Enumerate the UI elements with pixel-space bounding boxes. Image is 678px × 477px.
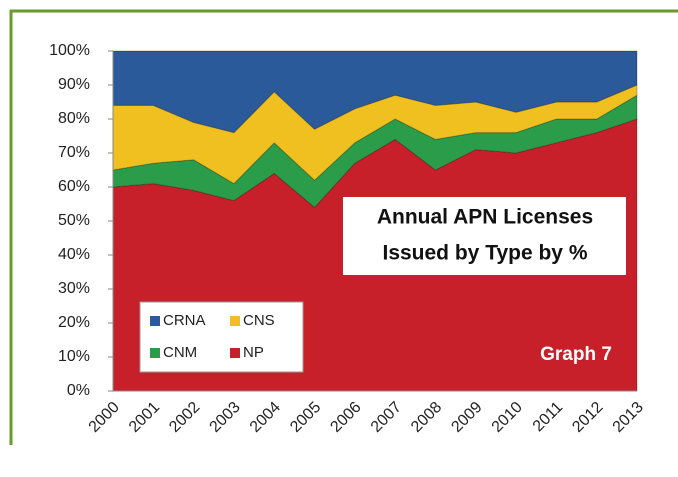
chart-title: Issued by Type by % <box>382 242 587 265</box>
title-box <box>343 197 626 275</box>
annotation: Graph 7 <box>540 344 612 365</box>
y-tick-label: 0% <box>67 382 90 399</box>
legend-swatch <box>230 348 240 358</box>
legend-label: CNM <box>163 344 197 361</box>
y-tick-label: 50% <box>58 212 90 229</box>
y-tick-label: 90% <box>58 76 90 93</box>
y-tick-label: 30% <box>58 280 90 297</box>
legend-swatch <box>150 316 160 326</box>
legend-box <box>139 301 304 373</box>
y-tick-label: 80% <box>58 110 90 127</box>
y-tick-label: 100% <box>49 42 90 59</box>
legend-label: CNS <box>243 312 275 329</box>
legend-label: CRNA <box>163 312 206 329</box>
y-tick-label: 70% <box>58 144 90 161</box>
overlay: Annual APN Licenses Issued by Type by % … <box>139 197 626 373</box>
legend-swatch <box>230 316 240 326</box>
y-tick-label: 40% <box>58 246 90 263</box>
area <box>112 94 638 209</box>
area <box>112 50 638 134</box>
legend-label: NP <box>243 344 264 361</box>
chart-title: Annual APN Licenses <box>377 206 593 229</box>
y-tick-label: 60% <box>58 178 90 195</box>
legend-swatch <box>150 348 160 358</box>
y-tick-label: 10% <box>58 348 90 365</box>
y-tick-label: 20% <box>58 314 90 331</box>
